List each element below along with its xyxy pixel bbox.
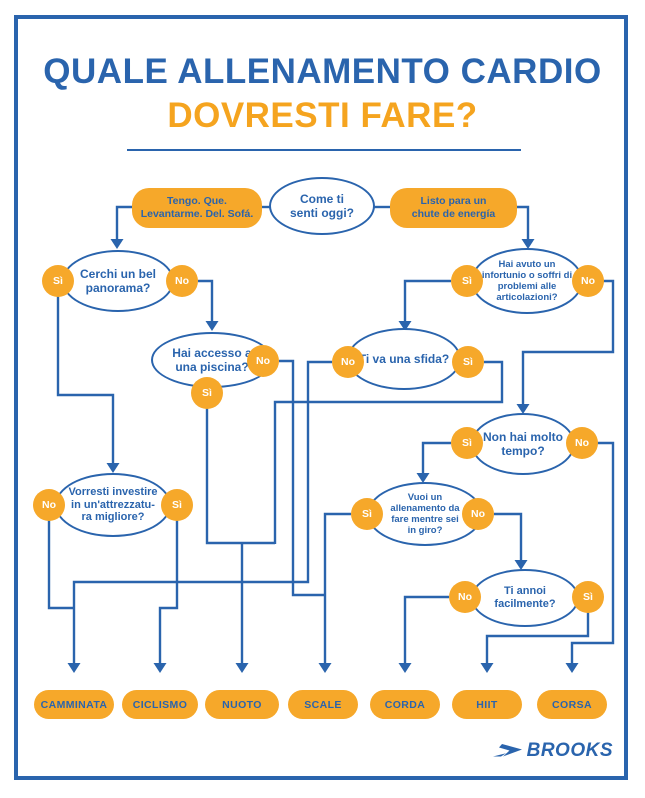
- badge-tempo-no: No: [566, 427, 598, 459]
- start-option-couch: Tengo. Que. Levantarme. Del. Sofá.: [132, 188, 262, 228]
- question-tempo: Non hai molto tempo?: [471, 413, 575, 475]
- connector-attrezzatura-no-camminata: [47, 520, 74, 610]
- connector-infortunio-yes-sfida: [403, 279, 451, 322]
- arrowheads: [67, 239, 579, 673]
- question-start: Come ti senti oggi?: [269, 177, 375, 235]
- start-option-couch-label: Tengo. Que. Levantarme. Del. Sofá.: [140, 194, 254, 220]
- result-scale: SCALE: [288, 690, 358, 719]
- connector-panorama-no-piscina: [198, 279, 214, 322]
- page-subtitle: DOVRESTI FARE?: [167, 96, 478, 135]
- badge-tempo-yes: Sì: [451, 427, 483, 459]
- badge-attrezzatura-yes: Sì: [161, 489, 193, 521]
- question-attrezzatura-text: Vorresti investire in un'attrezzatu- ra …: [68, 485, 158, 524]
- brooks-logo-text: BROOKS: [526, 740, 613, 761]
- start-option-energy: Listo para un chute de energía: [390, 188, 517, 228]
- connector-tempo-no-corsa: [570, 441, 615, 665]
- question-sfida-text: Ti va una sfida?: [358, 351, 450, 366]
- connector-noia-yes-hiit: [485, 612, 590, 665]
- connector-energy-to-infortunio: [517, 205, 530, 241]
- connector-noia-no-corda: [403, 595, 449, 665]
- question-panorama-text: Cerchi un bel panorama?: [79, 266, 156, 295]
- badge-sfida-yes: Sì: [452, 346, 484, 378]
- badge-attrezzatura-no: No: [33, 489, 65, 521]
- connector-couch-to-panorama: [115, 205, 132, 241]
- connector-giro-yes-scale: [323, 512, 351, 665]
- badge-infortunio-no: No: [572, 265, 604, 297]
- connector-piscina-no-scale: [279, 359, 325, 597]
- badge-panorama-yes: Sì: [42, 265, 74, 297]
- badge-infortunio-yes: Sì: [451, 265, 483, 297]
- connector-attrezzatura-yes-ciclismo: [158, 520, 179, 665]
- brooks-logo: BROOKS: [492, 740, 613, 762]
- connector-sfida-no-camminata: [72, 360, 332, 665]
- result-camminata: CAMMINATA: [34, 690, 114, 719]
- connector-piscina-yes-nuoto: [205, 408, 275, 545]
- brooks-chevron-icon: [492, 744, 522, 757]
- connector-giro-no-noia: [494, 512, 523, 561]
- result-hiit: HIIT: [452, 690, 522, 719]
- result-corsa: CORSA: [537, 690, 607, 719]
- question-panorama: Cerchi un bel panorama?: [62, 250, 174, 312]
- title-divider: [127, 149, 521, 151]
- question-infortunio: Hai avuto un infortunio o soffri di prob…: [471, 248, 583, 314]
- badge-piscina-yes: Sì: [191, 377, 223, 409]
- result-ciclismo: CICLISMO: [122, 690, 198, 719]
- question-tempo-text: Non hai molto tempo?: [483, 429, 563, 458]
- badge-sfida-no: No: [332, 346, 364, 378]
- badge-giro-yes: Sì: [351, 498, 383, 530]
- badge-piscina-no: No: [247, 345, 279, 377]
- start-option-energy-label: Listo para un chute de energía: [411, 194, 496, 220]
- page-title: QUALE ALLENAMENTO CARDIO: [43, 52, 602, 91]
- badge-panorama-no: No: [166, 265, 198, 297]
- question-sfida: Ti va una sfida?: [347, 328, 461, 390]
- question-giro-text: Vuoi un allenamento da fare mentre sei i…: [390, 491, 460, 537]
- result-corda: CORDA: [370, 690, 440, 719]
- connector-infortunio-no-tempo: [521, 279, 615, 405]
- question-infortunio-text: Hai avuto un infortunio o soffri di prob…: [481, 258, 573, 304]
- question-noia-text: Ti annoi facilmente?: [494, 585, 556, 610]
- connector-sfida-yes-nuoto: [273, 360, 504, 544]
- question-start-text: Come ti senti oggi?: [290, 191, 354, 220]
- connector-panorama-yes-attrezzatura: [56, 296, 115, 464]
- badge-giro-no: No: [462, 498, 494, 530]
- question-piscina-text: Hai accesso a una piscina?: [172, 345, 251, 374]
- badge-noia-yes: Sì: [572, 581, 604, 613]
- question-noia: Ti annoi facilmente?: [471, 569, 579, 627]
- badge-noia-no: No: [449, 581, 481, 613]
- result-nuoto: NUOTO: [205, 690, 279, 719]
- question-attrezzatura: Vorresti investire in un'attrezzatu- ra …: [55, 473, 171, 537]
- connector-tempo-yes-giro: [421, 441, 451, 474]
